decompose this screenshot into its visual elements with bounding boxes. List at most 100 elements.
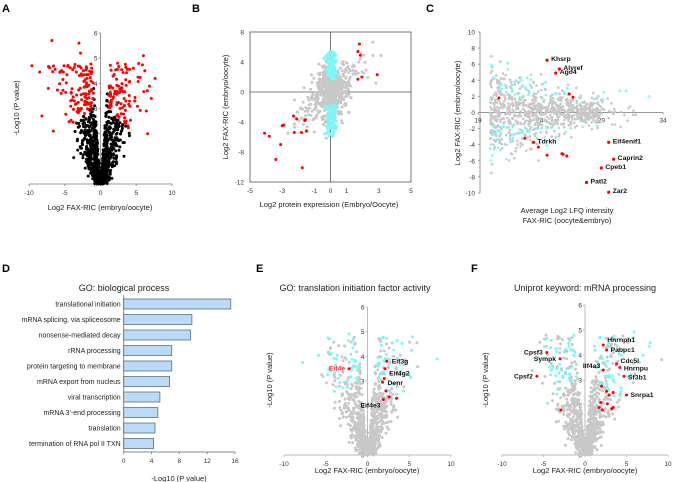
panel-c-point-gray	[500, 117, 504, 121]
panel-b-point-gray	[314, 103, 317, 107]
panel-c-point-gray	[595, 102, 598, 105]
panel-c-point-gray	[529, 138, 532, 142]
panel-a-point-nonsignificant	[90, 145, 94, 148]
panel-f-point-gray	[601, 420, 605, 424]
panel-e-point-gray	[376, 384, 380, 388]
panel-b-point-cyan	[332, 131, 336, 135]
panel-c-point-cyan	[544, 80, 547, 84]
panel-c-point-gray	[585, 103, 589, 106]
panel-a-point-nonsignificant	[116, 125, 120, 129]
panel-a-point-significant	[115, 92, 119, 96]
panel-c-point-gray	[519, 122, 522, 126]
panel-c-point-gray	[493, 108, 497, 111]
panel-e-point-gray	[379, 349, 383, 353]
panel-a-point-significant	[128, 67, 132, 71]
panel-e-point-cyan	[396, 356, 399, 360]
panel-b-point-cyan	[329, 121, 333, 124]
panel-a-point-significant	[111, 95, 115, 99]
panel-e-point-gray	[362, 416, 366, 420]
panel-e-point-cyan	[349, 366, 353, 370]
panel-c-y-tick-label: 0	[471, 110, 475, 117]
panel-c-point-cyan	[562, 90, 566, 94]
panel-f-point-gray	[604, 345, 608, 349]
panel-b-point-gray	[324, 74, 328, 78]
panel-b-point-gray	[301, 107, 304, 111]
panel-a-point-significant	[112, 73, 116, 76]
panel-a-point-significant	[120, 68, 124, 72]
panel-f-point-cyan	[607, 341, 611, 345]
panel-letter-d: D	[2, 263, 10, 275]
panel-c-point-gray	[540, 88, 543, 92]
panel-e-point-gray	[363, 437, 367, 441]
panel-a-point-significant	[55, 88, 59, 92]
panel-f-point-gray	[574, 367, 577, 371]
panel-a-point-nonsignificant	[72, 156, 76, 160]
panel-f-point-gray	[559, 342, 563, 346]
panel-e-point-gray	[355, 395, 359, 399]
panel-c-point-gray	[570, 136, 573, 139]
panel-c-point-gray	[515, 139, 519, 143]
panel-b-point-cyan	[333, 108, 337, 112]
panel-a-point-nonsignificant	[113, 128, 117, 132]
panel-a-point-nonsignificant	[91, 177, 95, 181]
panel-f-point-gray	[589, 426, 593, 430]
panel-f-point-gray	[557, 419, 560, 423]
panel-b-point-gray	[374, 81, 378, 85]
panel-c-point-gray	[498, 134, 501, 138]
panel-f-point-gray	[592, 418, 596, 422]
panel-f-point-red	[599, 401, 603, 404]
panel-c-point-gray	[536, 102, 540, 105]
panel-a-point-significant	[52, 64, 55, 68]
panel-b-point-gray	[323, 100, 327, 104]
panel-c-point-cyan	[509, 140, 512, 144]
panel-f-point-gray	[560, 338, 564, 342]
panel-a-point-nonsignificant	[115, 155, 119, 159]
panel-c-point-cyan	[540, 127, 543, 130]
panel-b-point-gray	[330, 98, 334, 101]
panel-e-point-gray	[358, 372, 362, 376]
panel-b-y-tick-label: -8	[238, 150, 244, 157]
panel-f-point-gray	[602, 397, 606, 401]
panel-c-point-gray	[575, 101, 578, 105]
panel-e-title: GO: translation initiation factor activi…	[279, 283, 431, 293]
panel-c-point-cyan	[518, 95, 522, 99]
panel-f-point-gray	[595, 380, 599, 383]
panel-f-point-gray	[590, 397, 594, 400]
panel-a-point-significant	[123, 108, 127, 112]
panel-f-point-gray	[578, 406, 582, 410]
panel-e-point-cyan	[407, 373, 411, 377]
panel-b-point-red	[274, 158, 278, 161]
panel-c-point-gray	[562, 123, 565, 126]
panel-c-point-gray	[595, 114, 598, 118]
panel-e-point-gray	[338, 417, 341, 420]
panel-b-point-red	[300, 131, 303, 134]
panel-f-point-gray	[596, 425, 600, 429]
panel-a-x-tick-label: -10	[24, 190, 34, 197]
panel-a-point-nonsignificant	[106, 139, 110, 142]
panel-a-point-nonsignificant	[115, 144, 119, 148]
panel-a-point-significant	[91, 91, 95, 95]
panel-b-point-cyan	[326, 108, 330, 112]
panel-e-point-gray	[333, 379, 337, 383]
panel-a-point-significant	[46, 86, 50, 90]
panel-a-point-nonsignificant	[109, 142, 113, 146]
panel-f-point-gray	[660, 358, 664, 362]
panel-f-point-cyan	[610, 347, 614, 351]
panel-f-y-tick-label: 5	[578, 328, 582, 335]
panel-a-point-nonsignificant	[106, 120, 110, 124]
panel-c-point-gray	[531, 112, 535, 116]
panel-f-x-tick-label: 5	[625, 461, 629, 468]
panel-c-point-gray	[530, 98, 534, 102]
panel-a-point-nonsignificant	[85, 161, 89, 165]
panel-f-point-red	[600, 384, 604, 388]
panel-a-point-nonsignificant	[107, 178, 111, 182]
panel-a-point-nonsignificant	[111, 160, 115, 164]
panel-f-point-gray	[599, 414, 603, 418]
panel-e-point-gray	[382, 400, 386, 404]
panel-e-point-cyan	[387, 357, 391, 361]
panel-b-point-gray	[343, 95, 347, 99]
panel-c-point-gray	[556, 115, 559, 119]
panel-c-point-gray	[567, 112, 570, 116]
panel-e-point-gray	[377, 337, 381, 341]
panel-f-point-gray	[625, 340, 629, 344]
